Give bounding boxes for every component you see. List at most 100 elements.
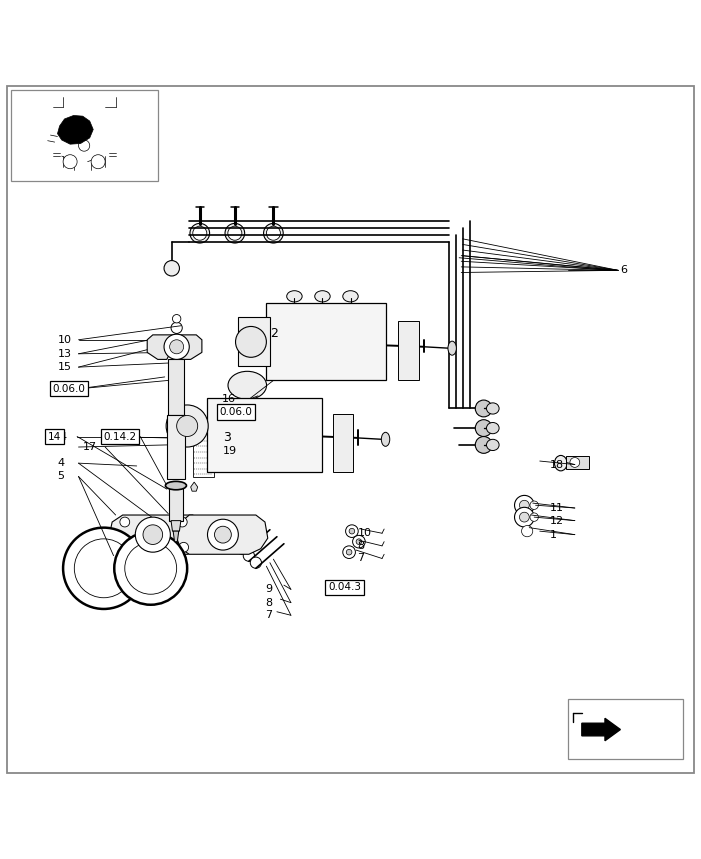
Text: 14: 14 <box>54 431 68 442</box>
Circle shape <box>177 416 198 436</box>
Circle shape <box>475 436 492 454</box>
Circle shape <box>216 453 226 462</box>
Bar <box>568 699 683 759</box>
Circle shape <box>366 312 377 323</box>
Bar <box>266 303 386 381</box>
Circle shape <box>475 420 492 436</box>
Ellipse shape <box>264 223 283 243</box>
Polygon shape <box>57 115 93 144</box>
Circle shape <box>266 226 280 241</box>
Circle shape <box>515 508 534 527</box>
Circle shape <box>519 500 529 510</box>
Text: 1: 1 <box>550 530 557 539</box>
Polygon shape <box>109 515 207 554</box>
Text: 10: 10 <box>358 528 372 539</box>
Text: 11: 11 <box>550 503 564 513</box>
Ellipse shape <box>554 455 567 471</box>
Text: 3: 3 <box>223 431 231 444</box>
Circle shape <box>475 400 492 417</box>
Circle shape <box>91 155 105 168</box>
Bar <box>333 414 353 472</box>
Circle shape <box>346 525 358 538</box>
Ellipse shape <box>287 290 302 302</box>
Circle shape <box>172 314 181 323</box>
Circle shape <box>170 340 184 354</box>
Polygon shape <box>147 335 202 359</box>
Circle shape <box>120 517 130 527</box>
Text: 2: 2 <box>270 327 278 340</box>
Circle shape <box>250 557 261 569</box>
Circle shape <box>304 407 313 417</box>
Ellipse shape <box>486 403 499 414</box>
Circle shape <box>353 535 365 548</box>
Circle shape <box>177 517 187 527</box>
Text: 10: 10 <box>57 335 72 344</box>
Bar <box>11 89 158 180</box>
Circle shape <box>243 550 254 561</box>
Text: 18: 18 <box>550 460 564 470</box>
Text: 8: 8 <box>358 541 365 551</box>
Circle shape <box>164 334 189 359</box>
Circle shape <box>228 226 242 241</box>
Text: 0.06.0: 0.06.0 <box>219 407 252 417</box>
Circle shape <box>166 405 208 447</box>
FancyArrow shape <box>582 718 620 740</box>
Text: 0.06.0: 0.06.0 <box>53 384 86 393</box>
Text: 0.14.2: 0.14.2 <box>104 431 137 442</box>
Circle shape <box>193 226 207 241</box>
Circle shape <box>143 525 163 545</box>
Bar <box>193 421 214 477</box>
Ellipse shape <box>225 223 245 243</box>
Circle shape <box>63 155 77 168</box>
Circle shape <box>356 539 362 545</box>
Ellipse shape <box>190 223 210 243</box>
Polygon shape <box>173 531 179 542</box>
Circle shape <box>179 542 189 552</box>
Circle shape <box>121 542 131 552</box>
Polygon shape <box>517 520 537 542</box>
Circle shape <box>530 501 538 509</box>
Ellipse shape <box>315 290 330 302</box>
Ellipse shape <box>486 439 499 450</box>
Bar <box>169 485 183 521</box>
Text: 19: 19 <box>223 446 237 455</box>
Circle shape <box>215 527 231 543</box>
Circle shape <box>125 542 177 594</box>
Text: 14: 14 <box>48 431 61 442</box>
Bar <box>566 456 589 469</box>
Text: 7: 7 <box>358 553 365 564</box>
Bar <box>167 416 185 478</box>
Circle shape <box>207 519 238 550</box>
Ellipse shape <box>164 260 179 276</box>
Text: 7: 7 <box>265 610 272 620</box>
Text: 13: 13 <box>57 349 72 359</box>
Circle shape <box>522 526 533 537</box>
Ellipse shape <box>343 290 358 302</box>
Circle shape <box>236 326 266 357</box>
Ellipse shape <box>165 481 186 490</box>
Ellipse shape <box>486 423 499 434</box>
Circle shape <box>79 140 90 151</box>
Circle shape <box>74 539 133 598</box>
Circle shape <box>236 543 247 554</box>
Text: 17: 17 <box>83 442 97 452</box>
Circle shape <box>63 527 144 609</box>
Text: 8: 8 <box>265 598 272 607</box>
Circle shape <box>304 453 313 462</box>
Circle shape <box>343 545 355 558</box>
Circle shape <box>135 517 170 552</box>
Bar <box>238 317 270 367</box>
Text: 16: 16 <box>222 394 236 405</box>
Circle shape <box>346 550 352 555</box>
Circle shape <box>349 528 355 534</box>
Circle shape <box>275 361 286 372</box>
Text: 5: 5 <box>57 472 64 481</box>
Circle shape <box>570 458 580 467</box>
Text: 9: 9 <box>265 584 272 594</box>
Text: 12: 12 <box>550 515 564 526</box>
Polygon shape <box>177 515 268 554</box>
Polygon shape <box>191 482 198 491</box>
Circle shape <box>275 312 286 323</box>
Circle shape <box>216 407 226 417</box>
Ellipse shape <box>448 341 456 355</box>
